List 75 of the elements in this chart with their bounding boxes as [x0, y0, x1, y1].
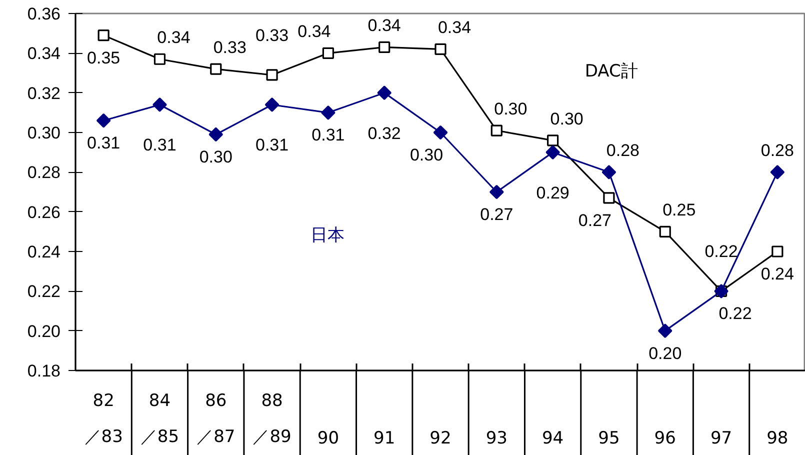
data-label: 0.30 [410, 146, 444, 164]
x-tick-label: 86 ／87 [196, 390, 236, 447]
x-tick-label: 84 ／85 [140, 390, 180, 447]
point [152, 98, 167, 112]
point [154, 53, 166, 65]
data-label: 0.33 [213, 38, 246, 58]
y-tick-label: 0.30 [27, 124, 61, 142]
point [377, 86, 392, 100]
y-tick-label: 0.18 [27, 362, 61, 380]
y-tick-label: 0.24 [27, 242, 61, 262]
point [266, 69, 278, 81]
point [490, 124, 502, 136]
x-tick-label: 98 [766, 428, 788, 448]
y-tick-label: 0.22 [27, 282, 61, 302]
data-label: 0.20 [648, 344, 682, 363]
point [433, 125, 448, 140]
point [547, 134, 559, 146]
data-label: 0.28 [606, 141, 640, 160]
point [658, 324, 672, 338]
y-tick-label: 0.32 [27, 84, 61, 103]
y-tick-label: 0.26 [27, 202, 61, 222]
x-tick-label: 90 [317, 428, 340, 448]
x-tick-label: 92 [430, 428, 452, 448]
data-label: 0.34 [157, 28, 190, 48]
data-label: 0.30 [494, 100, 528, 119]
x-tick-label: 97 [710, 428, 732, 448]
data-label: 0.27 [480, 205, 514, 224]
data-label: 0.27 [578, 210, 612, 230]
data-label: 0.22 [718, 304, 752, 324]
x-tick-label: 95 [598, 428, 620, 448]
data-label: 0.34 [368, 16, 401, 36]
data-label: 0.35 [87, 48, 120, 68]
point [603, 192, 615, 204]
point [772, 246, 784, 258]
y-tick-label: 0.34 [27, 44, 61, 64]
y-tick-label: 0.36 [27, 4, 61, 24]
x-tick-label: 82 ／83 [84, 390, 123, 447]
y-tick-label: 0.28 [27, 163, 61, 182]
x-tick-label: 91 [374, 428, 396, 448]
data-label: 0.31 [143, 136, 176, 155]
point [96, 113, 111, 128]
point [659, 226, 671, 238]
x-tick-label: 88 ／89 [252, 390, 292, 447]
y-tick-label: 0.20 [27, 322, 61, 341]
data-label: 0.29 [536, 183, 570, 202]
data-label: 0.33 [255, 26, 289, 45]
point [770, 165, 785, 180]
data-label: 0.31 [255, 136, 289, 155]
text: DAC計 [584, 61, 638, 82]
point [378, 41, 390, 54]
x-tick-label: 94 [542, 428, 564, 448]
data-label: 0.31 [87, 134, 120, 153]
point [546, 145, 560, 160]
data-label: 0.24 [760, 264, 794, 284]
point [602, 165, 616, 180]
data-label: 0.22 [704, 242, 738, 262]
point [98, 30, 110, 42]
x-tick-label: 93 [486, 428, 508, 448]
data-label: 0.25 [662, 200, 696, 220]
data-label: 0.31 [312, 126, 345, 145]
text: 日本 [310, 226, 344, 246]
point [321, 106, 336, 120]
data-label: 0.30 [550, 109, 584, 128]
data-label: 0.32 [368, 124, 401, 143]
data-label: 0.34 [438, 18, 472, 38]
point [264, 98, 280, 112]
data-label: 0.28 [760, 141, 794, 160]
x-tick-label: 96 [654, 428, 676, 448]
point [210, 63, 222, 75]
data-label: 0.34 [298, 22, 331, 42]
data-label: 0.30 [199, 147, 232, 166]
point [322, 47, 334, 59]
point [489, 184, 504, 200]
point [434, 43, 446, 55]
point [208, 127, 224, 142]
